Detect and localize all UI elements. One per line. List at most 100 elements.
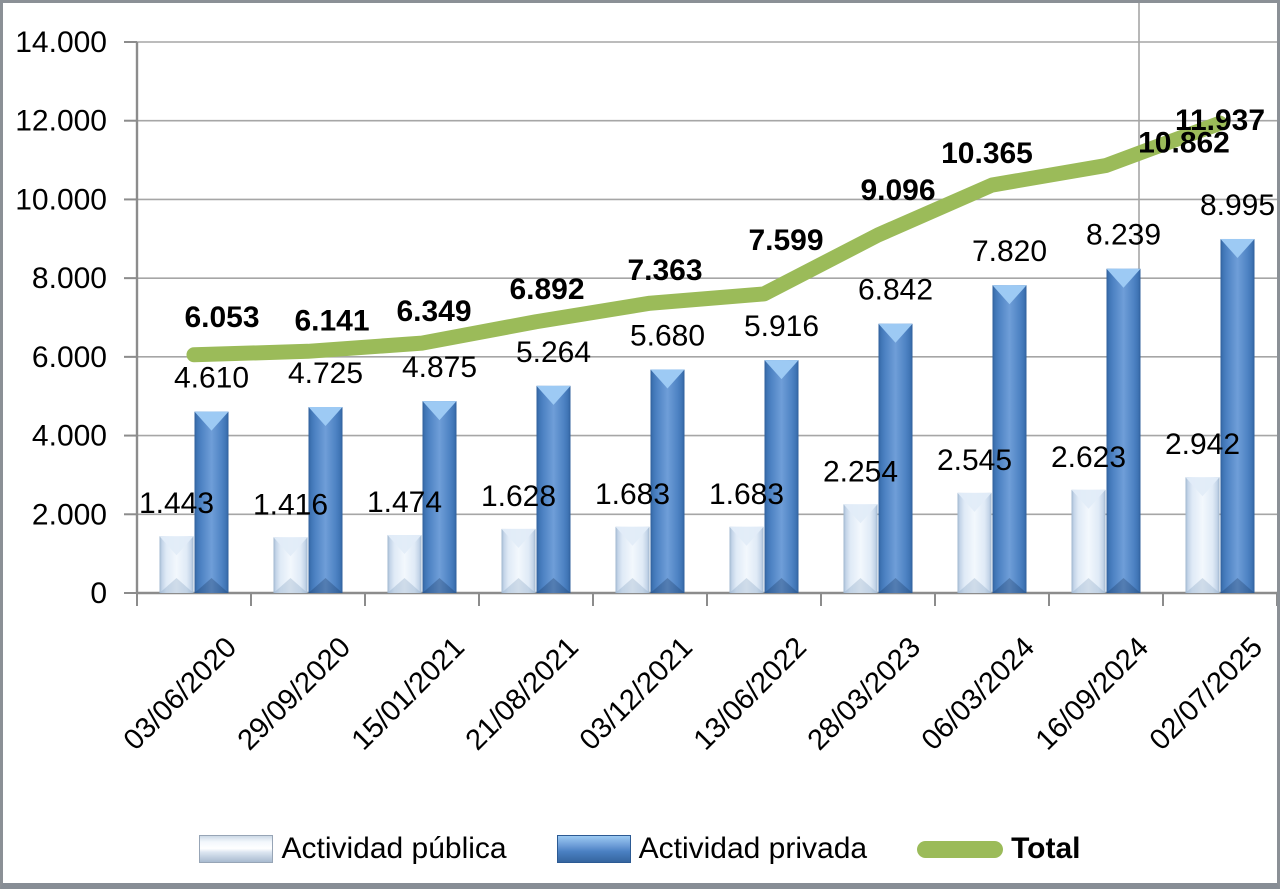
bar-actividad-privada bbox=[1106, 268, 1141, 593]
data-label-privada: 8.239 bbox=[1086, 219, 1161, 252]
data-label-publica: 1.416 bbox=[253, 488, 328, 521]
data-label-publica: 1.474 bbox=[367, 486, 442, 519]
legend-label-privada: Actividad privada bbox=[638, 832, 868, 865]
bar-actividad-publica-bottom-bevel bbox=[501, 578, 536, 593]
data-label-total: 6.349 bbox=[396, 295, 471, 328]
bar-actividad-privada-top-bevel bbox=[992, 285, 1027, 305]
bar-actividad-publica-bottom-bevel bbox=[957, 578, 992, 593]
bar-actividad-publica-top-bevel bbox=[843, 504, 878, 524]
data-label-publica: 2.545 bbox=[937, 444, 1012, 477]
data-label-publica: 2.942 bbox=[1165, 428, 1240, 461]
bar-actividad-privada bbox=[992, 285, 1027, 593]
bar-actividad-privada-top-bevel bbox=[764, 360, 799, 380]
bar-actividad-privada bbox=[878, 323, 913, 593]
bar-actividad-publica-bottom-bevel bbox=[159, 578, 194, 593]
bar-actividad-privada-top-bevel bbox=[422, 401, 457, 421]
bar-actividad-privada-bottom-bevel bbox=[308, 578, 343, 593]
bar-actividad-publica-top-bevel bbox=[159, 536, 194, 556]
data-label-privada: 4.875 bbox=[402, 351, 477, 384]
bar-actividad-publica-top-bevel bbox=[1185, 477, 1220, 497]
data-label-privada: 5.680 bbox=[630, 319, 705, 352]
bar-actividad-privada-top-bevel bbox=[1220, 238, 1255, 258]
bar-actividad-publica-bottom-bevel bbox=[387, 578, 422, 593]
bar-actividad-privada-bottom-bevel bbox=[992, 578, 1027, 593]
bar-actividad-privada bbox=[650, 369, 685, 593]
bar-actividad-privada-bottom-bevel bbox=[422, 578, 457, 593]
data-label-publica: 2.623 bbox=[1051, 441, 1126, 474]
bar-actividad-privada-bottom-bevel bbox=[194, 578, 229, 593]
bar-actividad-privada bbox=[422, 401, 457, 593]
x-category-date-label: 29/09/2020 bbox=[232, 631, 357, 756]
x-category-date-label: 16/09/2024 bbox=[1030, 631, 1155, 756]
bar-actividad-privada-bottom-bevel bbox=[878, 578, 913, 593]
data-label-publica: 1.443 bbox=[139, 487, 214, 520]
y-tick-label: 8.000 bbox=[32, 262, 107, 295]
data-label-publica: 2.254 bbox=[823, 455, 898, 488]
bar-actividad-publica-top-bevel bbox=[501, 528, 536, 548]
bar-actividad-publica-top-bevel bbox=[615, 526, 650, 546]
bar-actividad-publica-bottom-bevel bbox=[1185, 578, 1220, 593]
private-bar-legend-icon bbox=[556, 835, 631, 863]
bar-actividad-privada-top-bevel bbox=[536, 385, 571, 405]
bar-actividad-privada-bottom-bevel bbox=[1106, 578, 1141, 593]
bar-actividad-privada bbox=[194, 411, 229, 593]
bar-actividad-privada-top-bevel bbox=[1106, 268, 1141, 288]
bar-actividad-publica-bottom-bevel bbox=[1071, 578, 1106, 593]
bar-actividad-privada-top-bevel bbox=[308, 407, 343, 427]
data-label-total: 6.892 bbox=[509, 273, 584, 306]
y-tick-label: 4.000 bbox=[32, 420, 107, 453]
bar-actividad-privada bbox=[764, 360, 799, 593]
bar-actividad-publica-bottom-bevel bbox=[729, 578, 764, 593]
bar-actividad-privada bbox=[308, 407, 343, 593]
data-label-total: 11.937 bbox=[1175, 104, 1265, 137]
bar-actividad-publica bbox=[1185, 477, 1220, 593]
bar-actividad-publica-top-bevel bbox=[729, 526, 764, 546]
data-label-privada: 4.725 bbox=[288, 357, 363, 390]
x-category-date-label: 03/06/2020 bbox=[118, 631, 243, 756]
data-label-total: 10.365 bbox=[941, 137, 1033, 170]
legend: Actividad pública Actividad privada Tota… bbox=[3, 824, 1277, 874]
legend-label-publica: Actividad pública bbox=[281, 832, 507, 865]
x-category-date-label: 06/03/2024 bbox=[916, 631, 1041, 756]
data-label-total: 6.141 bbox=[294, 304, 369, 337]
data-label-privada: 7.820 bbox=[972, 235, 1047, 268]
data-label-publica: 1.683 bbox=[709, 478, 784, 511]
bar-actividad-privada-bottom-bevel bbox=[1220, 578, 1255, 593]
bar-actividad-privada bbox=[1220, 238, 1255, 594]
bar-actividad-privada-top-bevel bbox=[878, 323, 913, 343]
y-tick-label: 2.000 bbox=[32, 498, 107, 531]
y-tick-label: 14.000 bbox=[15, 26, 107, 59]
data-label-total: 7.599 bbox=[748, 224, 823, 257]
public-bar-legend-icon bbox=[199, 835, 274, 863]
bar-actividad-publica-top-bevel bbox=[957, 492, 992, 512]
bar-actividad-privada bbox=[536, 385, 571, 593]
y-tick-label: 10.000 bbox=[15, 183, 107, 216]
data-label-total: 7.363 bbox=[627, 254, 702, 287]
total-line-legend-icon bbox=[917, 840, 1004, 858]
legend-item-actividad-privada: Actividad privada bbox=[556, 832, 868, 866]
x-category-date-label: 03/12/2021 bbox=[574, 631, 699, 756]
bar-actividad-publica-bottom-bevel bbox=[273, 578, 308, 593]
data-label-total: 6.053 bbox=[184, 301, 259, 334]
bar-actividad-privada-top-bevel bbox=[650, 369, 685, 389]
bar-actividad-publica-top-bevel bbox=[1071, 489, 1106, 509]
data-label-publica: 1.628 bbox=[481, 480, 556, 513]
x-category-date-label: 15/01/2021 bbox=[346, 631, 471, 756]
data-label-privada: 5.916 bbox=[744, 310, 819, 343]
x-category-date-label: 21/08/2021 bbox=[460, 631, 585, 756]
y-tick-label: 0 bbox=[90, 577, 107, 610]
bar-actividad-publica-top-bevel bbox=[387, 534, 422, 554]
bar-actividad-privada-top-bevel bbox=[194, 411, 229, 431]
y-tick-label: 12.000 bbox=[15, 105, 107, 138]
legend-item-total: Total bbox=[917, 832, 1081, 866]
data-label-total: 10.862 bbox=[1138, 127, 1230, 160]
bar-actividad-publica-top-bevel bbox=[273, 537, 308, 557]
data-label-privada: 8.995 bbox=[1200, 189, 1275, 222]
y-tick-label: 6.000 bbox=[32, 341, 107, 374]
data-label-privada: 5.264 bbox=[516, 336, 591, 369]
data-label-privada: 4.610 bbox=[174, 362, 249, 395]
data-label-privada: 6.842 bbox=[858, 274, 933, 307]
combo-chart-plot: 0 2.000 4.000 6.000 8.000 10.000 12.000 14.000 1… bbox=[15, 3, 1277, 757]
total-line bbox=[186, 115, 1228, 363]
